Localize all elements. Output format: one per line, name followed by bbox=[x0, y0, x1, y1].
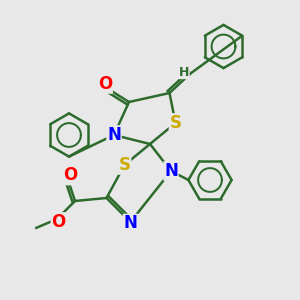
Text: N: N bbox=[124, 214, 137, 232]
Text: H: H bbox=[179, 65, 189, 79]
Text: S: S bbox=[169, 114, 181, 132]
Text: O: O bbox=[98, 75, 112, 93]
Text: N: N bbox=[107, 126, 121, 144]
Text: O: O bbox=[63, 167, 78, 184]
Text: S: S bbox=[118, 156, 130, 174]
Text: O: O bbox=[51, 213, 66, 231]
Text: N: N bbox=[164, 162, 178, 180]
